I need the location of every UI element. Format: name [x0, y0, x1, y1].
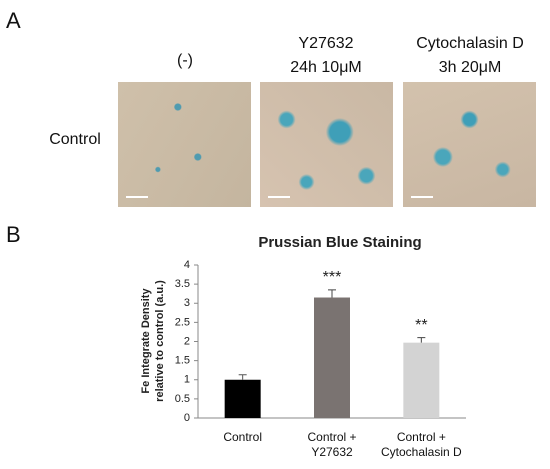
bar: [403, 342, 440, 418]
y-tick-label: 3: [184, 297, 190, 309]
column-header: Cytochalasin D 3h 20μM: [416, 35, 524, 76]
micrograph: [118, 82, 251, 207]
y-tick-label: 2: [184, 335, 190, 347]
error-bar: [417, 337, 426, 343]
significance-label: **: [415, 317, 427, 334]
y-axis-label: Fe Integrate Density: [140, 288, 152, 394]
chart-title: Prussian Blue Staining: [258, 234, 421, 251]
y-tick-label: 4: [184, 259, 190, 271]
micrograph: [260, 82, 393, 207]
y-tick-label: 0: [184, 412, 190, 424]
micrograph: [403, 82, 536, 207]
x-tick-label: Control: [223, 430, 262, 444]
error-bar: [328, 289, 336, 298]
y-tick-label: 1: [184, 374, 190, 386]
panel-label: B: [6, 222, 21, 247]
error-bar: [238, 374, 247, 380]
panel-label: A: [6, 8, 21, 33]
bar: [224, 379, 261, 418]
y-tick-label: 1.5: [175, 355, 190, 367]
row-label: Control: [49, 131, 101, 148]
significance-label: ***: [323, 269, 342, 286]
y-tick-label: 0.5: [175, 393, 190, 405]
y-axis-label: relative to control (a.u.): [154, 280, 166, 402]
x-tick-label: Control + Y27632: [307, 430, 357, 459]
x-tick-label: Control + Cytochalasin D: [380, 430, 462, 459]
column-header: (-): [177, 52, 193, 69]
y-tick-label: 3.5: [175, 278, 190, 290]
y-tick-label: 2.5: [175, 316, 190, 328]
column-header: Y27632 24h 10μM: [290, 35, 362, 76]
bar: [314, 297, 350, 418]
